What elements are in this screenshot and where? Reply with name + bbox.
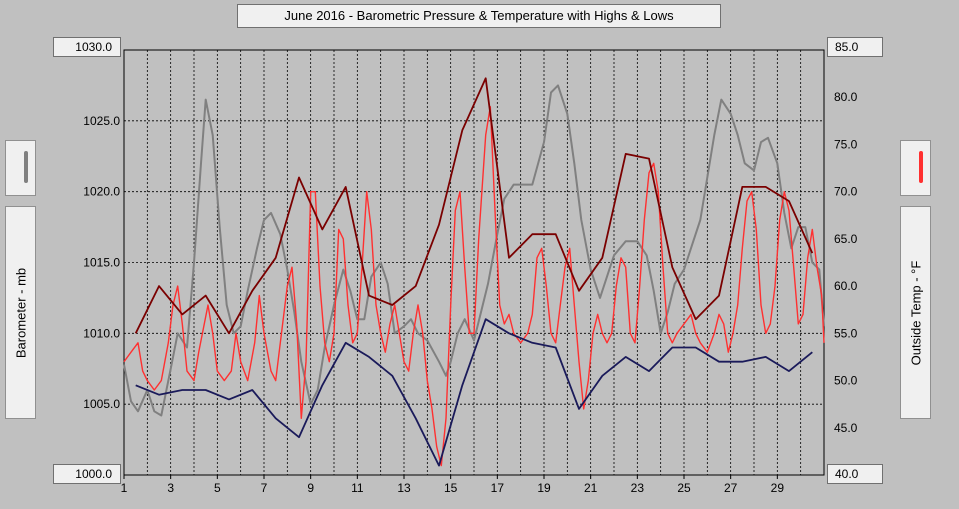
right-axis-tick-label: 45.0: [834, 421, 858, 435]
left-axis-tick-label: 1020.0: [83, 185, 120, 199]
right-axis-min-label: 40.0: [827, 464, 883, 484]
x-tick-label: 27: [724, 481, 738, 495]
right-axis-tick-label: 60.0: [834, 279, 858, 293]
temperature-legend-panel: [900, 140, 931, 196]
x-tick-label: 1: [121, 481, 128, 495]
series-line-0: [123, 84, 825, 417]
left-axis-tick-label: 1015.0: [83, 256, 120, 270]
right-axis-max-label: 85.0: [827, 37, 883, 57]
left-axis-max-label: 1030.0: [53, 37, 121, 57]
right-axis-tick-label: 70.0: [834, 185, 858, 199]
y-axis-labels: 1025.0 1020.0 1015.0 1010.0 1005.0 80.0 75.0 70…: [83, 90, 857, 435]
left-axis-title-panel: Barometer - mb: [5, 206, 36, 419]
x-axis: 1 3 5 7 9 11 13 15 17 19 21 23 25 27 29: [121, 475, 785, 495]
x-tick-label: 3: [167, 481, 174, 495]
x-tick-label: 5: [214, 481, 221, 495]
x-tick-label: 7: [261, 481, 268, 495]
left-axis-tick-label: 1025.0: [83, 114, 120, 128]
left-axis-tick-label: 1010.0: [83, 326, 120, 340]
grid: [124, 50, 824, 475]
x-tick-label: 13: [397, 481, 411, 495]
series-line-2: [134, 77, 814, 335]
right-axis-tick-label: 80.0: [834, 90, 858, 104]
series-line-1: [123, 105, 825, 467]
x-tick-label: 15: [444, 481, 458, 495]
x-tick-label: 25: [677, 481, 691, 495]
series-line-3: [135, 318, 813, 467]
chart-title: June 2016 - Barometric Pressure & Temper…: [237, 4, 721, 28]
left-axis-tick-label: 1005.0: [83, 397, 120, 411]
x-tick-label: 9: [307, 481, 314, 495]
temperature-line-swatch-icon: [914, 151, 928, 183]
right-axis-title-panel: Outside Temp - °F: [900, 206, 931, 419]
left-axis-min-label: 1000.0: [53, 464, 121, 484]
right-axis-tick-label: 55.0: [834, 326, 858, 340]
x-tick-label: 29: [771, 481, 785, 495]
barometer-legend-panel: [5, 140, 36, 196]
series-group: [123, 77, 825, 467]
x-tick-label: 19: [537, 481, 551, 495]
right-axis-tick-label: 50.0: [834, 374, 858, 388]
x-tick-label: 11: [351, 481, 364, 495]
x-tick-label: 23: [631, 481, 645, 495]
x-tick-label: 21: [584, 481, 598, 495]
x-tick-label: 17: [491, 481, 505, 495]
right-axis-tick-label: 75.0: [834, 137, 858, 151]
right-axis-tick-label: 65.0: [834, 232, 858, 246]
barometer-line-swatch-icon: [19, 151, 33, 183]
